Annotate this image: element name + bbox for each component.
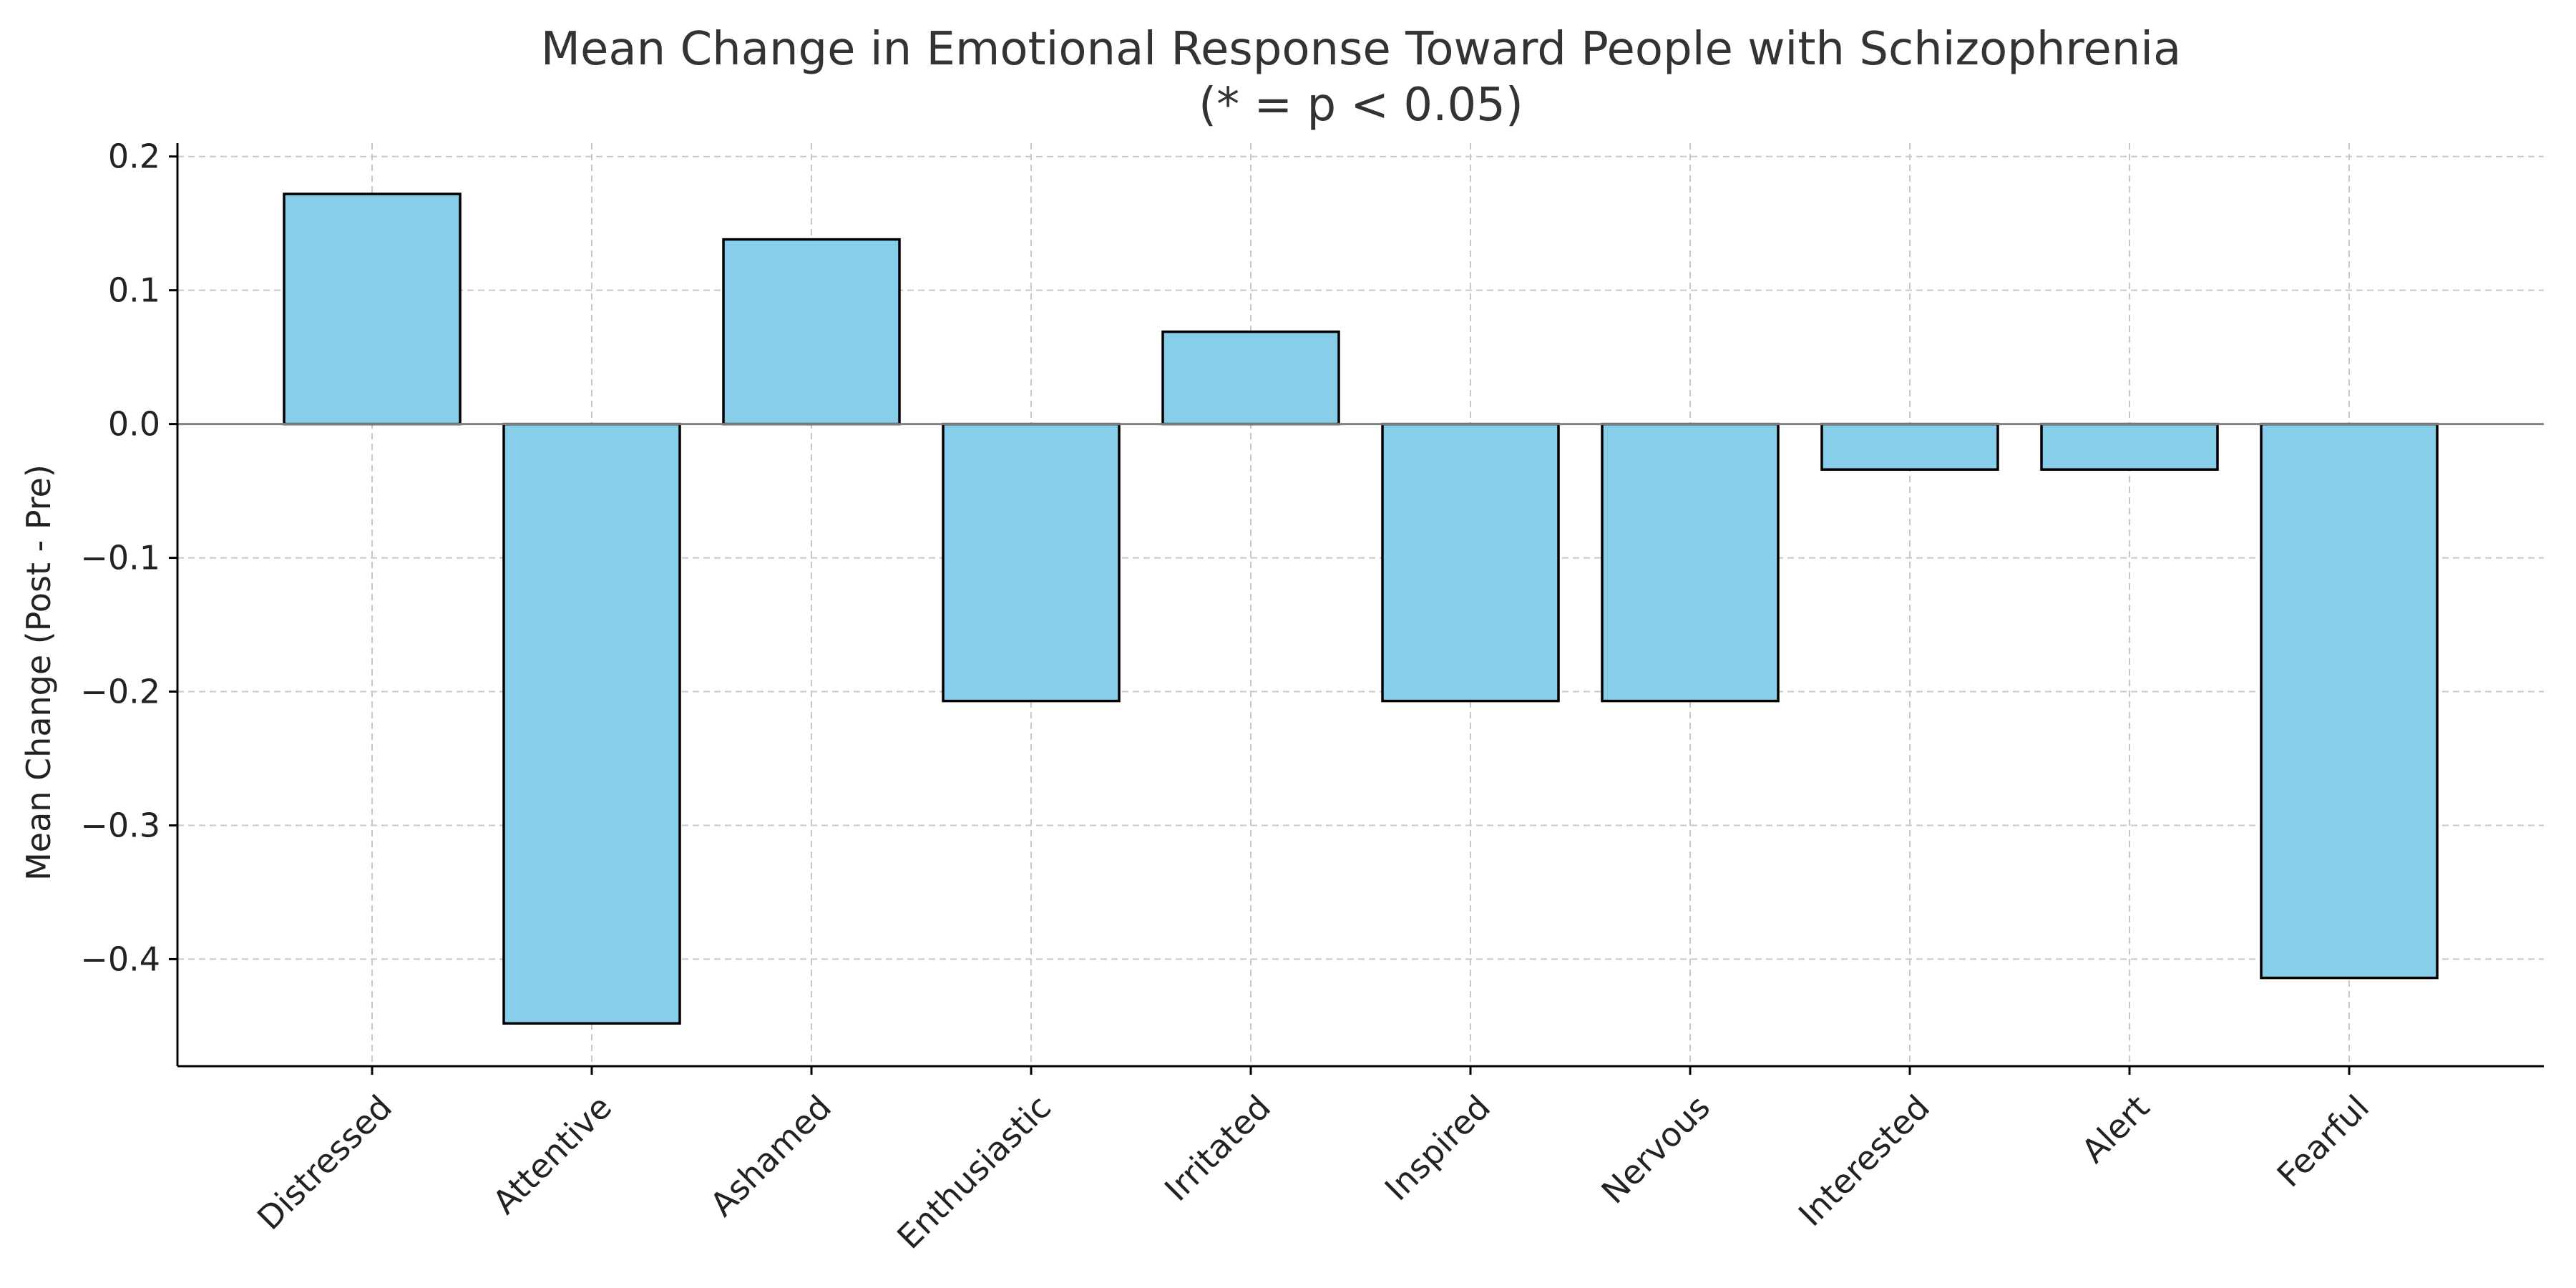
x-tick-label-enthusiastic: Enthusiastic bbox=[889, 1088, 1058, 1257]
bar-alert bbox=[2040, 422, 2219, 471]
bar-nervous bbox=[1601, 422, 1780, 703]
bar-enthusiastic bbox=[942, 422, 1121, 703]
chart-title: Mean Change in Emotional Response Toward… bbox=[541, 23, 2182, 76]
bar-distressed bbox=[283, 192, 462, 426]
y-tick-label: 0.0 bbox=[108, 405, 160, 444]
chart-subtitle: (* = p < 0.05) bbox=[1199, 79, 1523, 132]
y-tick-label: 0.1 bbox=[108, 271, 160, 310]
bar-ashamed bbox=[722, 238, 901, 426]
y-tick-labels: 0.2 0.1 0.0 −0.1 −0.2 −0.3 −0.4 bbox=[80, 137, 160, 979]
x-tick-label-inspired: Inspired bbox=[1377, 1088, 1498, 1208]
x-tick-label-distressed: Distressed bbox=[250, 1088, 399, 1237]
x-tick-label-alert: Alert bbox=[2074, 1088, 2157, 1171]
y-tick-label: −0.1 bbox=[80, 539, 160, 577]
bar-interested bbox=[1820, 422, 1999, 471]
bar-irritated bbox=[1161, 330, 1340, 426]
x-tick-label-attentive: Attentive bbox=[485, 1088, 619, 1221]
y-tick-label: 0.2 bbox=[108, 137, 160, 176]
bars bbox=[283, 192, 2439, 1025]
bar-fearful bbox=[2260, 422, 2439, 980]
y-tick-label: −0.4 bbox=[80, 940, 160, 978]
x-tick-label-interested: Interested bbox=[1791, 1088, 1937, 1234]
x-tick-label-nervous: Nervous bbox=[1594, 1088, 1717, 1211]
x-tick-label-ashamed: Ashamed bbox=[703, 1088, 839, 1224]
bar-attentive bbox=[502, 422, 681, 1025]
bar-inspired bbox=[1381, 422, 1560, 703]
y-tick-label: −0.2 bbox=[80, 673, 160, 711]
y-tick-label: −0.3 bbox=[80, 806, 160, 844]
x-tick-label-fearful: Fearful bbox=[2270, 1088, 2377, 1195]
y-axis-label: Mean Change (Post - Pre) bbox=[19, 464, 58, 881]
x-tick-label-irritated: Irritated bbox=[1157, 1088, 1278, 1209]
axes bbox=[169, 143, 2544, 1075]
x-tick-labels: Distressed Attentive Ashamed Enthusiastic Ir… bbox=[250, 1088, 2376, 1257]
